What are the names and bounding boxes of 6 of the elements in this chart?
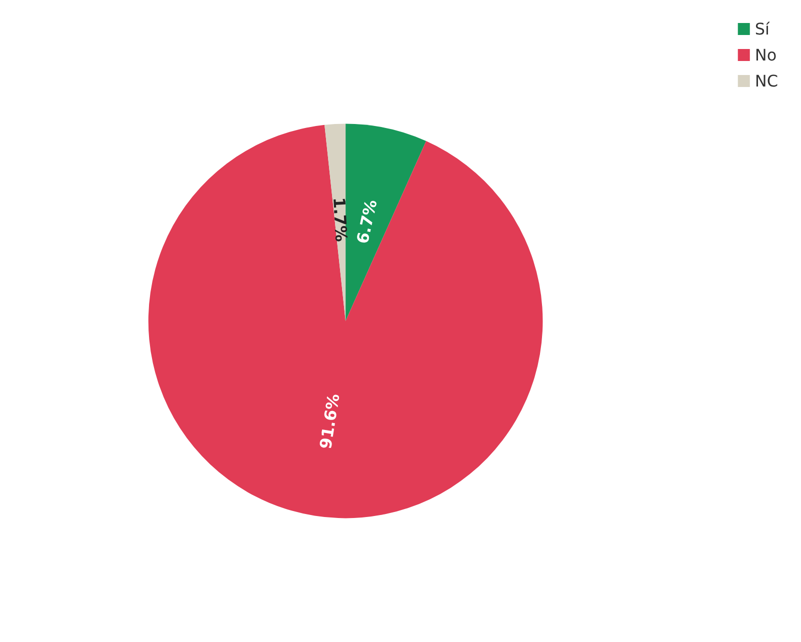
legend-label: NC [754,72,778,90]
data-label: 1.7% [329,196,351,242]
legend-label: Sí [754,20,770,38]
data-label: 6.7% [352,198,381,246]
data-label: 91.6% [316,392,344,450]
legend-label: No [754,46,777,64]
